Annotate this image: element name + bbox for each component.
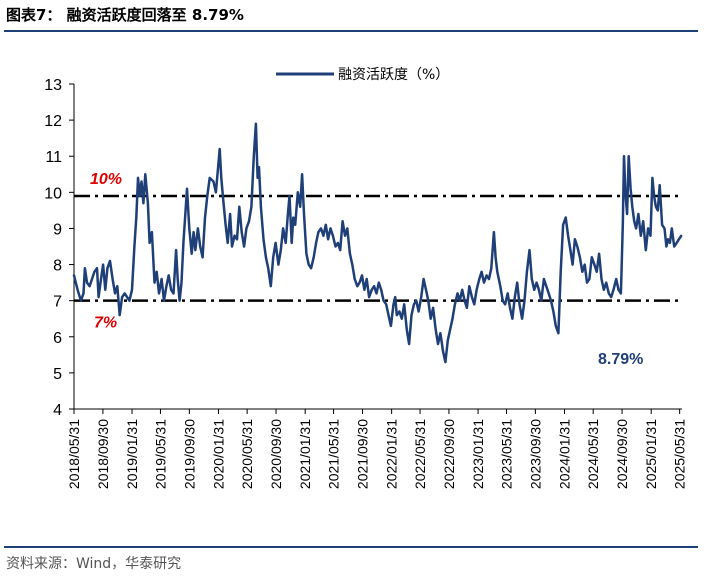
x-tick-label: 2023/05/31	[498, 419, 514, 489]
x-tick-label: 2022/05/31	[412, 419, 428, 489]
x-tick-label: 2025/01/31	[643, 419, 659, 489]
x-tick-label: 2021/01/31	[297, 419, 313, 489]
x-tick-label: 2021/09/30	[354, 419, 370, 489]
y-tick-label: 10	[44, 185, 62, 202]
x-tick-label: 2024/05/31	[585, 419, 601, 489]
x-tick-label: 2019/05/31	[152, 419, 168, 489]
y-tick-label: 4	[53, 402, 62, 419]
y-tick-label: 6	[53, 330, 62, 347]
x-tick-label: 2020/09/30	[268, 419, 284, 489]
x-tick-label: 2018/05/31	[66, 419, 82, 489]
y-tick-label: 5	[53, 366, 62, 383]
x-tick-label: 2019/01/31	[124, 419, 140, 489]
title-divider	[4, 30, 698, 32]
footer-divider	[4, 546, 698, 548]
y-tick-label: 11	[45, 149, 62, 166]
x-tick-label: 2024/01/31	[557, 419, 573, 489]
x-tick-label: 2022/09/30	[441, 419, 457, 489]
source-note: 资料来源：Wind，华泰研究	[6, 556, 182, 572]
legend-label: 融资活跃度（%）	[338, 67, 449, 83]
chart: 4 5 6 7 8 9 10 11 12 13 2018/05/31 2018/09/30 2019/0…	[44, 67, 688, 489]
y-tick-label: 8	[53, 258, 62, 275]
x-tick-label: 2020/01/31	[210, 419, 226, 489]
x-tick-label: 2019/09/30	[181, 419, 197, 489]
x-tick-label: 2020/05/31	[239, 419, 255, 489]
reference-label-10: 10%	[90, 171, 122, 188]
last-value-label: 8.79%	[598, 351, 643, 368]
x-tick-label: 2023/01/31	[470, 419, 486, 489]
y-tick-label: 7	[53, 294, 62, 311]
series-line	[72, 122, 683, 364]
x-tick-label: 2024/09/30	[614, 419, 630, 489]
reference-label-7: 7%	[94, 315, 117, 332]
y-tick-label: 13	[44, 77, 62, 94]
x-tick-label: 2023/09/30	[527, 419, 543, 489]
chart-title: 图表7： 融资活跃度回落至 8.79%	[6, 6, 244, 24]
x-tick-label: 2022/01/31	[384, 419, 400, 489]
x-tick-label: 2018/09/30	[95, 419, 111, 489]
x-tick-label: 2021/05/31	[326, 419, 342, 489]
y-tick-label: 9	[53, 221, 62, 238]
x-tick-label: 2025/05/31	[672, 419, 688, 489]
y-tick-label: 12	[44, 113, 62, 130]
